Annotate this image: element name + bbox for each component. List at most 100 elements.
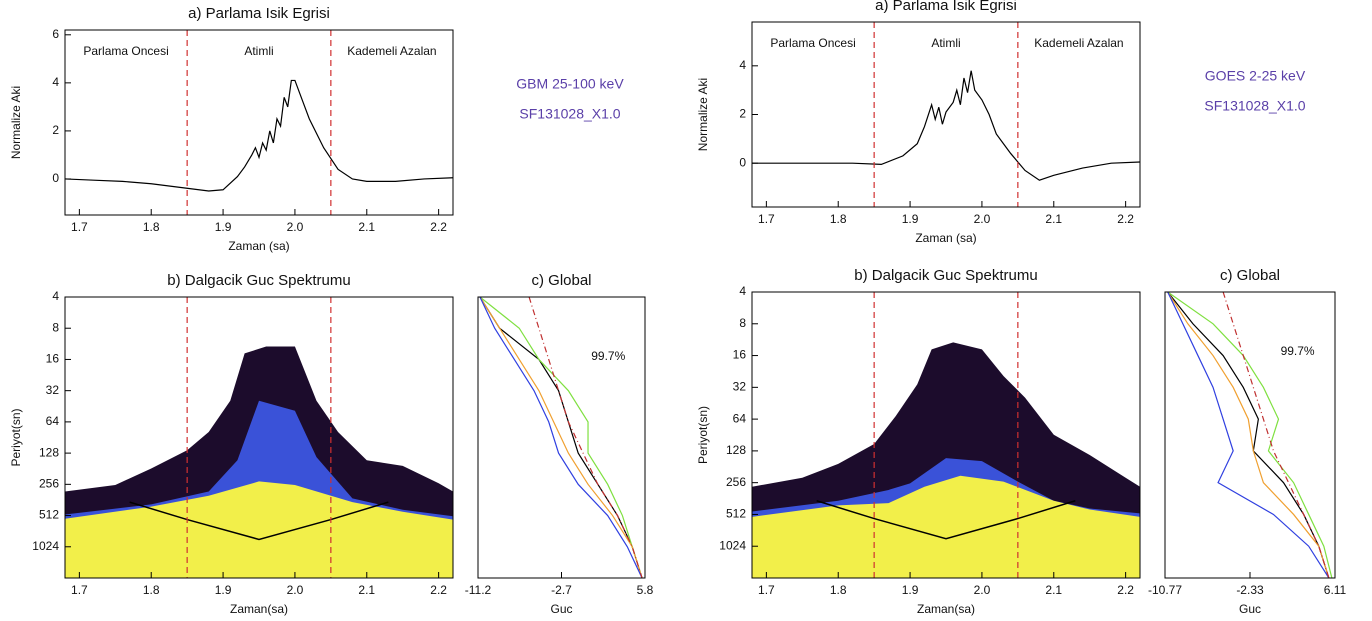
global-power-line	[1167, 292, 1330, 578]
x-tick-label: -2.7	[551, 583, 572, 597]
y-tick-label: 8	[739, 316, 746, 330]
plot-area	[752, 70, 1140, 181]
side-note: GBM 25-100 keV	[516, 76, 624, 92]
y-axis-label: Normalize Aki	[9, 86, 23, 159]
phase-label: Kademeli Azalan	[347, 44, 436, 58]
plot-area	[1167, 292, 1333, 578]
y-tick-label: 16	[733, 348, 747, 362]
x-tick-label: -10.77	[1148, 583, 1182, 597]
light-curve	[65, 79, 453, 192]
x-tick-label: 2.1	[358, 220, 375, 234]
y-tick-label: 6	[52, 27, 59, 41]
x-tick-label: 1.9	[215, 583, 232, 597]
x-tick-label: 2.2	[1117, 212, 1134, 226]
y-tick-label: 4	[52, 289, 59, 303]
cone-of-influence	[816, 500, 1076, 540]
y-tick-label: 4	[739, 58, 746, 72]
y-tick-label: 128	[39, 445, 59, 459]
x-tick-label: 2.0	[287, 583, 304, 597]
global-power-line	[479, 297, 643, 578]
side-note: SF131028_X1.0	[1204, 98, 1305, 114]
side-note: SF131028_X1.0	[519, 106, 620, 122]
chart-title: c) Global	[1220, 267, 1280, 284]
x-tick-label: 6.11	[1324, 583, 1347, 597]
significance-label: 99.7%	[591, 349, 625, 363]
global-power-line	[479, 297, 643, 578]
phase-label: Atimli	[244, 44, 273, 58]
x-tick-label: 2.2	[1117, 583, 1134, 597]
y-tick-label: 1024	[719, 538, 746, 552]
x-tick-label: 1.7	[758, 583, 775, 597]
x-tick-label: 1.8	[143, 583, 160, 597]
x-tick-label: 1.7	[71, 220, 88, 234]
x-axis-label: Zaman(sa)	[230, 602, 288, 616]
light-curve	[752, 70, 1140, 181]
significance-label: 99.7%	[1281, 344, 1315, 358]
chart-title: a) Parlama Isik Egrisi	[188, 5, 330, 22]
x-tick-label: -2.33	[1236, 583, 1264, 597]
y-tick-label: 16	[46, 352, 60, 366]
y-tick-label: 2	[52, 123, 59, 137]
y-tick-label: 128	[726, 443, 746, 457]
y-tick-label: 0	[52, 171, 59, 185]
y-tick-label: 1024	[32, 539, 59, 553]
y-tick-label: 256	[726, 475, 746, 489]
plot-frame	[64, 29, 454, 216]
x-axis-label: Guc	[550, 602, 572, 616]
x-tick-label: 2.0	[974, 212, 991, 226]
x-tick-label: 1.9	[902, 212, 919, 226]
y-tick-label: 512	[39, 508, 59, 522]
plot-frame	[751, 291, 1141, 579]
y-axis-label: Normalize Aki	[696, 78, 710, 151]
y-tick-label: 0	[739, 155, 746, 169]
x-tick-label: 1.8	[830, 212, 847, 226]
plot-area	[65, 79, 453, 192]
chart-title: b) Dalgacik Guc Spektrumu	[854, 267, 1037, 284]
y-tick-label: 64	[46, 414, 60, 428]
power-region	[65, 481, 453, 578]
x-tick-label: 1.7	[71, 583, 88, 597]
x-tick-label: 1.8	[830, 583, 847, 597]
y-axis-label: Periyot(sn)	[696, 406, 710, 464]
side-note: GOES 2-25 keV	[1205, 68, 1306, 84]
plot-frame	[64, 296, 454, 579]
plot-area	[65, 346, 453, 578]
y-tick-label: 4	[52, 75, 59, 89]
x-axis-label: Guc	[1239, 602, 1261, 616]
x-tick-label: 2.0	[287, 220, 304, 234]
y-axis-label: Periyot(sn)	[9, 408, 23, 466]
y-tick-label: 8	[52, 320, 59, 334]
global-power-line	[479, 297, 643, 578]
x-tick-label: 2.1	[1045, 583, 1062, 597]
y-tick-label: 256	[39, 477, 59, 491]
chart-title: a) Parlama Isik Egrisi	[875, 0, 1017, 14]
global-power-line	[1167, 292, 1330, 578]
x-tick-label: 1.9	[902, 583, 919, 597]
plot-area	[479, 297, 643, 578]
x-axis-label: Zaman (sa)	[915, 231, 976, 245]
global-power-line	[528, 297, 643, 578]
plot-area	[752, 342, 1140, 578]
global-power-line	[1167, 292, 1330, 578]
y-tick-label: 4	[739, 284, 746, 298]
y-tick-label: 32	[733, 380, 747, 394]
x-tick-label: 1.7	[758, 212, 775, 226]
cone-of-influence	[129, 501, 389, 541]
x-tick-label: 1.9	[215, 220, 232, 234]
x-tick-label: 2.2	[430, 583, 447, 597]
chart-title: c) Global	[531, 272, 591, 289]
chart-title: b) Dalgacik Guc Spektrumu	[167, 272, 350, 289]
x-tick-label: -11.2	[465, 583, 492, 597]
y-tick-label: 512	[726, 507, 746, 521]
power-region	[752, 475, 1140, 578]
y-tick-label: 32	[46, 383, 60, 397]
phase-label: Parlama Oncesi	[83, 44, 168, 58]
x-tick-label: 2.1	[1045, 212, 1062, 226]
phase-label: Atimli	[931, 36, 960, 50]
x-tick-label: 1.8	[143, 220, 160, 234]
phase-label: Kademeli Azalan	[1034, 36, 1123, 50]
y-tick-label: 64	[733, 411, 747, 425]
x-axis-label: Zaman (sa)	[228, 239, 289, 253]
x-axis-label: Zaman(sa)	[917, 602, 975, 616]
